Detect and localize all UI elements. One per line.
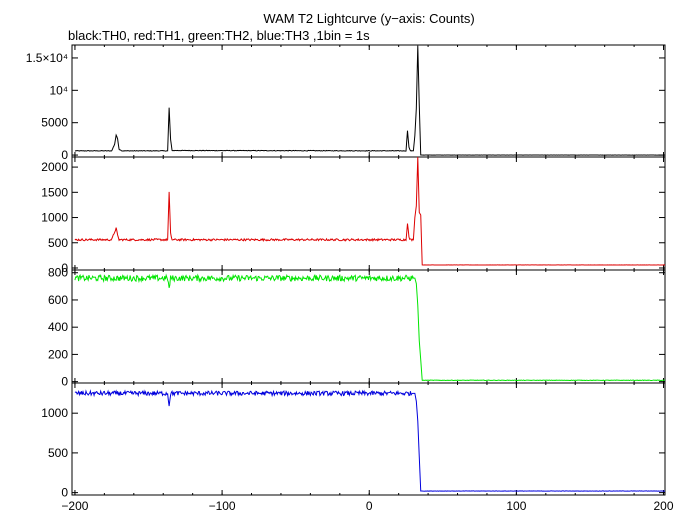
series-line-TH2 [74,273,666,382]
y-tick-label: 0 [61,375,68,389]
y-tick-label: 400 [48,320,68,334]
y-tick-label: 200 [48,347,68,361]
panel-frame [71,382,666,496]
panel-frame [71,44,666,158]
panel-TH0: 0 5000 10⁴ 1.5×10⁴ [26,44,666,162]
y-tick-label: 0 [61,148,68,162]
y-tick-label: 2000 [41,160,68,174]
y-tick-label: 5000 [41,116,68,130]
y-tick-label: 1000 [41,406,68,420]
chart-title: WAM T2 Lightcurve (y−axis: Counts) [263,11,474,26]
series-line-TH3 [74,389,666,492]
series-line-TH0 [74,45,666,156]
panel-TH3: 0 500 1000 −200 −100 0 100 200 [41,382,674,513]
x-tick-label: 0 [366,499,373,513]
panel-TH1: 0 500 1000 1500 2000 [41,156,666,275]
y-tick-label: 10⁴ [49,83,68,97]
panels: 0500010⁴1.5×10⁴0500100015002000020040060… [26,44,674,513]
y-tick-label: 600 [48,293,68,307]
y-tick-label: 1500 [41,185,68,199]
x-tick-label: −100 [209,499,236,513]
x-tick-label: 100 [506,499,526,513]
y-tick-label: 0 [61,261,68,275]
y-tick-label: 1.5×10⁴ [26,51,68,65]
x-tick-label: −200 [61,499,88,513]
y-tick-label: 800 [48,266,68,280]
chart-subtitle: black:TH0, red:TH1, green:TH2, blue:TH3 … [68,28,370,43]
panel-frame [71,269,666,384]
y-tick-label: 500 [48,446,68,460]
y-tick-label: 0 [61,486,68,500]
series-line-TH1 [74,156,666,266]
y-tick-label: 1000 [41,211,68,225]
panel-TH2: 0 200 400 600 800 [48,266,666,389]
panel-frame [71,156,666,271]
x-tick-label: 200 [654,499,674,513]
y-tick-label: 500 [48,236,68,250]
